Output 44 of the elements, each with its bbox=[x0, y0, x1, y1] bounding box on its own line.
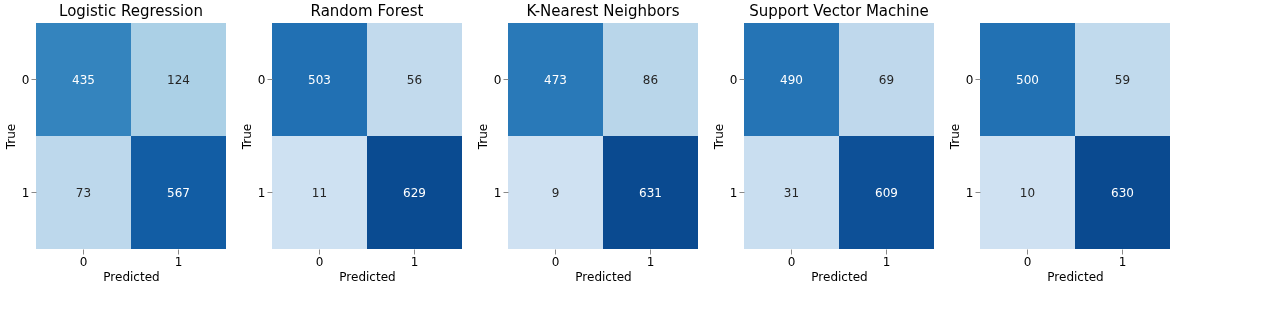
data-label: 124 bbox=[167, 72, 190, 87]
x-axis-title: Predicted bbox=[811, 269, 868, 284]
data-label: 69 bbox=[878, 72, 895, 87]
data-label: 473 bbox=[544, 72, 567, 87]
chart-title: Random Forest bbox=[310, 2, 424, 20]
x-tick-label: 0 bbox=[79, 254, 88, 269]
x-axis-title: Predicted bbox=[103, 269, 160, 284]
x-axis-title: Predicted bbox=[575, 269, 632, 284]
chart-title: Support Vector Machine bbox=[749, 2, 929, 20]
data-label: 56 bbox=[406, 72, 423, 87]
data-label: 629 bbox=[403, 185, 426, 200]
data-label: 73 bbox=[75, 185, 92, 200]
data-label: 490 bbox=[780, 72, 803, 87]
data-label: 11 bbox=[311, 185, 328, 200]
data-label: 10 bbox=[1019, 185, 1036, 200]
data-label: 435 bbox=[72, 72, 95, 87]
data-label: 503 bbox=[308, 72, 331, 87]
y-axis-title: True bbox=[947, 123, 962, 151]
data-label: 86 bbox=[642, 72, 659, 87]
data-label: 59 bbox=[1114, 72, 1131, 87]
x-tick-label: 1 bbox=[174, 254, 183, 269]
x-tick-label: 1 bbox=[882, 254, 891, 269]
x-tick-label: 1 bbox=[1118, 254, 1127, 269]
x-axis-title: Predicted bbox=[1047, 269, 1104, 284]
y-axis-title: True bbox=[239, 123, 254, 151]
x-tick-label: 0 bbox=[551, 254, 560, 269]
x-tick-label: 0 bbox=[315, 254, 324, 269]
x-tick-label: 1 bbox=[410, 254, 419, 269]
data-label: 9 bbox=[551, 185, 560, 200]
y-axis-title: True bbox=[3, 123, 18, 151]
data-label: 631 bbox=[639, 185, 662, 200]
data-label: 31 bbox=[783, 185, 800, 200]
x-axis-title: Predicted bbox=[339, 269, 396, 284]
data-label: 500 bbox=[1016, 72, 1039, 87]
data-label: 609 bbox=[875, 185, 898, 200]
x-tick-label: 0 bbox=[1023, 254, 1032, 269]
x-tick-label: 1 bbox=[646, 254, 655, 269]
data-label: 630 bbox=[1111, 185, 1134, 200]
chart-title: K-Nearest Neighbors bbox=[526, 2, 680, 20]
chart-title: Logistic Regression bbox=[59, 2, 203, 20]
x-tick-label: 0 bbox=[787, 254, 796, 269]
y-axis-title: True bbox=[711, 123, 726, 151]
y-axis-title: True bbox=[475, 123, 490, 151]
data-label: 567 bbox=[167, 185, 190, 200]
